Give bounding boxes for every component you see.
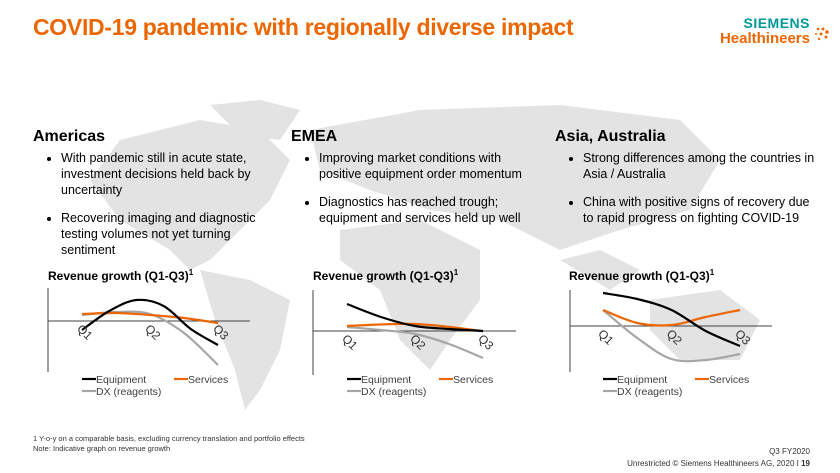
footnote-1: 1 Y-o-y on a comparable basis, excluding… [33, 434, 305, 443]
region-emea: EMEA Improving market conditions with po… [291, 128, 541, 238]
x-tick-label: Q3 [475, 332, 496, 353]
chart-title-text: Revenue growth (Q1-Q3) [569, 269, 710, 283]
x-tick-label: Q1 [339, 332, 360, 353]
chart-title-asia: Revenue growth (Q1-Q3)1 [569, 268, 714, 283]
world-map-background [90, 100, 760, 410]
siemens-healthineers-logo: SIEMENS Healthineers [720, 16, 830, 46]
copyright: Unrestricted © Siemens Healthineers AG, … [627, 459, 799, 468]
bullet: Diagnostics has reached trough; equipmen… [319, 194, 541, 226]
bullet: Improving market conditions with positiv… [319, 150, 541, 182]
legend-label: DX (reagents) [96, 386, 161, 398]
footnotes: 1 Y-o-y on a comparable basis, excluding… [33, 434, 305, 454]
legend-label: Services [709, 374, 749, 386]
series-line-services [602, 308, 741, 327]
x-tick-label: Q1 [74, 322, 95, 343]
region-title: Asia, Australia [555, 128, 666, 145]
logo-line1: SIEMENS [743, 15, 810, 31]
legend-label: Services [453, 374, 493, 386]
series-line-dx-reagents- [346, 325, 484, 360]
series-line-equipment [346, 302, 484, 333]
bullet: With pandemic still in acute state, inve… [61, 150, 283, 198]
chart-title-text: Revenue growth (Q1-Q3) [48, 269, 189, 283]
bullet: Recovering imaging and diagnostic testin… [61, 210, 283, 258]
logo-dots-icon [815, 27, 829, 41]
legend-label: Services [188, 374, 228, 386]
legend-label: Equipment [617, 374, 667, 386]
page-title: COVID-19 pandemic with regionally divers… [33, 14, 574, 40]
legend-label: Equipment [96, 374, 146, 386]
chart-title-text: Revenue growth (Q1-Q3) [313, 269, 454, 283]
series-line-equipment [602, 291, 741, 348]
region-title: Americas [33, 128, 106, 145]
x-tick-label: Q2 [664, 327, 685, 348]
footer-right: Q3 FY2020 Unrestricted © Siemens Healthi… [627, 446, 810, 470]
x-tick-label: Q2 [142, 322, 163, 343]
series-line-equipment [81, 298, 219, 346]
footnote-note: Note: Indicative graph on revenue growth [33, 444, 171, 453]
footnote-ref: 1 [709, 268, 715, 277]
series-line-dx-reagents- [602, 309, 741, 363]
footnote-ref: 1 [188, 268, 194, 277]
x-tick-label: Q3 [210, 322, 231, 343]
x-tick-label: Q1 [595, 327, 616, 348]
page-number: 19 [801, 459, 810, 468]
x-tick-label: Q2 [407, 332, 428, 353]
logo-line2: Healthineers [719, 30, 810, 47]
chart-title-emea: Revenue growth (Q1-Q3)1 [313, 268, 458, 283]
footnote-ref: 1 [453, 268, 459, 277]
chart-title-americas: Revenue growth (Q1-Q3)1 [48, 268, 193, 283]
region-title: EMEA [291, 128, 338, 145]
bullet: Strong differences among the countries i… [583, 150, 815, 182]
period: Q3 FY2020 [769, 447, 810, 456]
bullet: China with positive signs of recovery du… [583, 194, 815, 226]
legend-label: DX (reagents) [617, 386, 682, 398]
region-asia-australia: Asia, Australia Strong differences among… [555, 128, 815, 238]
legend-label: Equipment [361, 374, 411, 386]
region-americas: Americas With pandemic still in acute st… [33, 128, 283, 270]
legend-label: DX (reagents) [361, 386, 426, 398]
